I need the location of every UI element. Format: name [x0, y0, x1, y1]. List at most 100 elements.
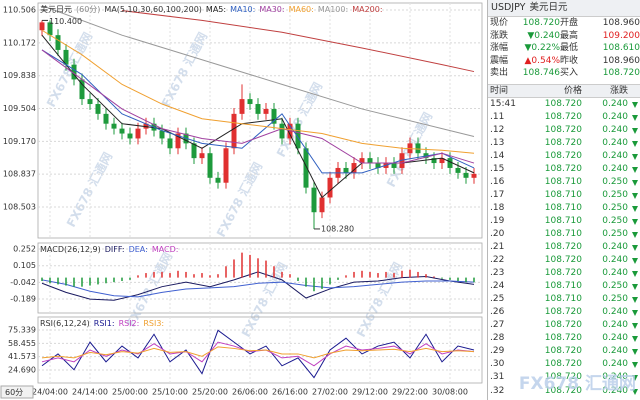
- trade-change: 0.240: [602, 307, 628, 318]
- y-tick-label: 0.252: [13, 245, 36, 254]
- x-tick-label: 25/20:00: [192, 388, 228, 397]
- down-arrow: [632, 375, 638, 382]
- header-item: MA100:: [318, 5, 348, 14]
- macd-bar: [257, 258, 259, 278]
- quote-label: 昨收: [560, 55, 579, 66]
- series-line: [41, 346, 475, 359]
- low-label: 108.280: [321, 224, 354, 233]
- header-item: MACD(26,12,9): [40, 245, 101, 254]
- candle-body: [255, 104, 261, 114]
- macd-bar: [145, 273, 147, 278]
- macd-bar: [313, 277, 315, 292]
- x-tick-label: 29/12:00: [352, 388, 388, 397]
- candle-body: [327, 177, 333, 198]
- trade-time: .32: [490, 385, 505, 396]
- macd-bar: [153, 271, 155, 278]
- trade-price: 108.720: [544, 150, 582, 161]
- candle-body: [431, 158, 437, 164]
- trade-row: .27 108.720 0.240: [488, 319, 640, 332]
- trade-row: .24 108.710 0.250: [488, 280, 640, 293]
- macd-bar: [49, 277, 51, 284]
- macd-bar: [425, 274, 427, 278]
- trade-row: .16 108.710 0.250: [488, 176, 640, 189]
- macd-bar: [41, 277, 43, 282]
- trade-time: .20: [490, 228, 505, 239]
- trade-time: .28: [490, 333, 505, 344]
- trade-change: 0.240: [602, 124, 628, 135]
- trade-price: 108.720: [544, 307, 582, 318]
- trade-change: 0.240: [602, 150, 628, 161]
- macd-bar: [465, 277, 467, 283]
- trade-price: 108.710: [544, 202, 582, 213]
- macd-bar: [305, 277, 307, 287]
- candle-body: [95, 104, 101, 114]
- trade-price: 108.710: [544, 176, 582, 187]
- trade-time: .30: [490, 359, 505, 370]
- quote-value: 108.610: [602, 43, 640, 53]
- x-tick-label: 24/14:00: [72, 388, 108, 397]
- trade-row: 15:41 108.720 0.240: [488, 98, 640, 111]
- trade-row: .23 108.720 0.240: [488, 267, 640, 280]
- panel-header: RSI(6,12,24) RSI1: RSI2: RSI3:: [40, 319, 164, 328]
- header-cell: 价格: [563, 85, 582, 96]
- quote-row: 震幅 ▲0.54% 昨收 108.960: [488, 55, 640, 68]
- trade-time: .31: [490, 372, 505, 383]
- series-line: [41, 341, 475, 367]
- quote-label: 震幅: [490, 55, 509, 66]
- quote-value: 108.720: [602, 68, 640, 78]
- trade-price: 108.710: [544, 294, 582, 305]
- panel-frame: [37, 316, 483, 384]
- panel-header: 美元日元 (60分) MA(5,10,30,60,100,200) MA5: MA10:…: [40, 4, 383, 14]
- macd-bar: [97, 277, 99, 285]
- candle-body: [319, 197, 325, 213]
- y-tick-label: 108.503: [3, 203, 36, 212]
- macd-bar: [105, 277, 107, 284]
- x-tick-label: 25/10:00: [152, 388, 188, 397]
- trade-change: 0.240: [602, 359, 628, 370]
- quote-value: 108.720: [522, 18, 560, 28]
- trade-row: .14 108.720 0.240: [488, 150, 640, 163]
- quote-value: ▼0.22%: [524, 43, 560, 53]
- header-cell: 涨跌: [609, 85, 628, 96]
- candle-body: [367, 158, 373, 164]
- quote-label: 现价: [490, 18, 509, 28]
- series-line: [41, 49, 475, 164]
- header-item: RSI1:: [94, 319, 115, 328]
- candle-body: [191, 143, 197, 159]
- trade-time: .23: [490, 268, 505, 279]
- down-arrow: [632, 388, 638, 395]
- x-tick-label: 30/08:00: [432, 388, 468, 397]
- quote-row: 涨跌 ▼0.240 最高 109.200: [488, 30, 640, 43]
- candle-body: [455, 167, 461, 173]
- down-arrow: [632, 205, 638, 212]
- trade-row: .26 108.720 0.240: [488, 306, 640, 319]
- panel-frame: [37, 2, 483, 239]
- trade-price: 108.720: [544, 124, 582, 135]
- macd-bar: [321, 277, 323, 289]
- watermark: FX678 汇通网: [63, 150, 115, 230]
- candle-body: [175, 133, 181, 149]
- candle-body: [391, 163, 397, 168]
- macd-bar: [433, 276, 435, 278]
- trade-row: .32 108.720 0.240: [488, 385, 640, 398]
- macd-bar: [441, 277, 443, 279]
- trade-price: 108.720: [544, 320, 582, 331]
- watermark: FX678 汇通网: [213, 160, 265, 240]
- y-tick-label: 41.573: [8, 352, 36, 361]
- symbol-name: 美元日元: [529, 2, 568, 13]
- y-tick-label: 110.172: [3, 38, 36, 47]
- quote-value: ▼0.240: [527, 30, 560, 41]
- quote-label: 涨跌: [490, 30, 509, 41]
- trade-time: .15: [490, 163, 505, 174]
- candle-body: [71, 64, 77, 80]
- down-arrow: [632, 114, 638, 121]
- header-item: MA200:: [352, 5, 382, 14]
- trade-list: 时间 价格 涨跌 15:41 108.720 0.240.11 108.720 0.240.1…: [488, 83, 640, 398]
- candle-body: [279, 123, 285, 139]
- candle-body: [135, 128, 141, 139]
- trade-price: 108.720: [544, 98, 582, 109]
- trade-change: 0.240: [602, 385, 628, 396]
- header-item: MA5:: [206, 5, 226, 14]
- macd-bar: [281, 271, 283, 278]
- trade-time: .11: [490, 111, 505, 122]
